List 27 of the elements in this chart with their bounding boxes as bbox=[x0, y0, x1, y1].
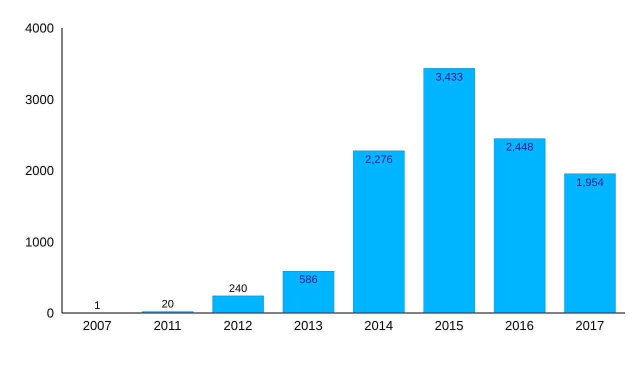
x-tick-label: 2012 bbox=[223, 318, 252, 334]
bar bbox=[212, 296, 264, 313]
x-tick-label: 2014 bbox=[364, 318, 394, 334]
y-tick-label: 1000 bbox=[25, 234, 54, 250]
data-label: 240 bbox=[228, 282, 248, 295]
y-tick-label: 2000 bbox=[25, 163, 54, 178]
data-label: 1,954 bbox=[576, 176, 604, 189]
x-tick-label: 2015 bbox=[434, 318, 464, 334]
y-tick-label: 0 bbox=[46, 306, 54, 321]
x-tick-label: 2017 bbox=[575, 318, 604, 334]
y-tick-label: 3000 bbox=[25, 92, 54, 107]
data-label: 2,448 bbox=[506, 142, 534, 154]
data-label: 586 bbox=[299, 274, 318, 286]
data-label: 1 bbox=[94, 300, 100, 312]
x-tick-label: 2011 bbox=[154, 318, 182, 334]
x-tick-label: 2016 bbox=[504, 318, 534, 334]
bar bbox=[494, 138, 546, 313]
bar bbox=[564, 174, 616, 313]
y-tick-label: 4000 bbox=[25, 20, 54, 36]
data-label: 20 bbox=[162, 298, 174, 311]
bar bbox=[423, 68, 475, 313]
bar bbox=[282, 271, 334, 313]
bar bbox=[353, 150, 405, 313]
data-label: 3,433 bbox=[435, 71, 463, 84]
data-label: 2,276 bbox=[365, 154, 393, 166]
x-tick-label: 2013 bbox=[294, 318, 323, 334]
x-tick-label: 2007 bbox=[82, 318, 112, 334]
